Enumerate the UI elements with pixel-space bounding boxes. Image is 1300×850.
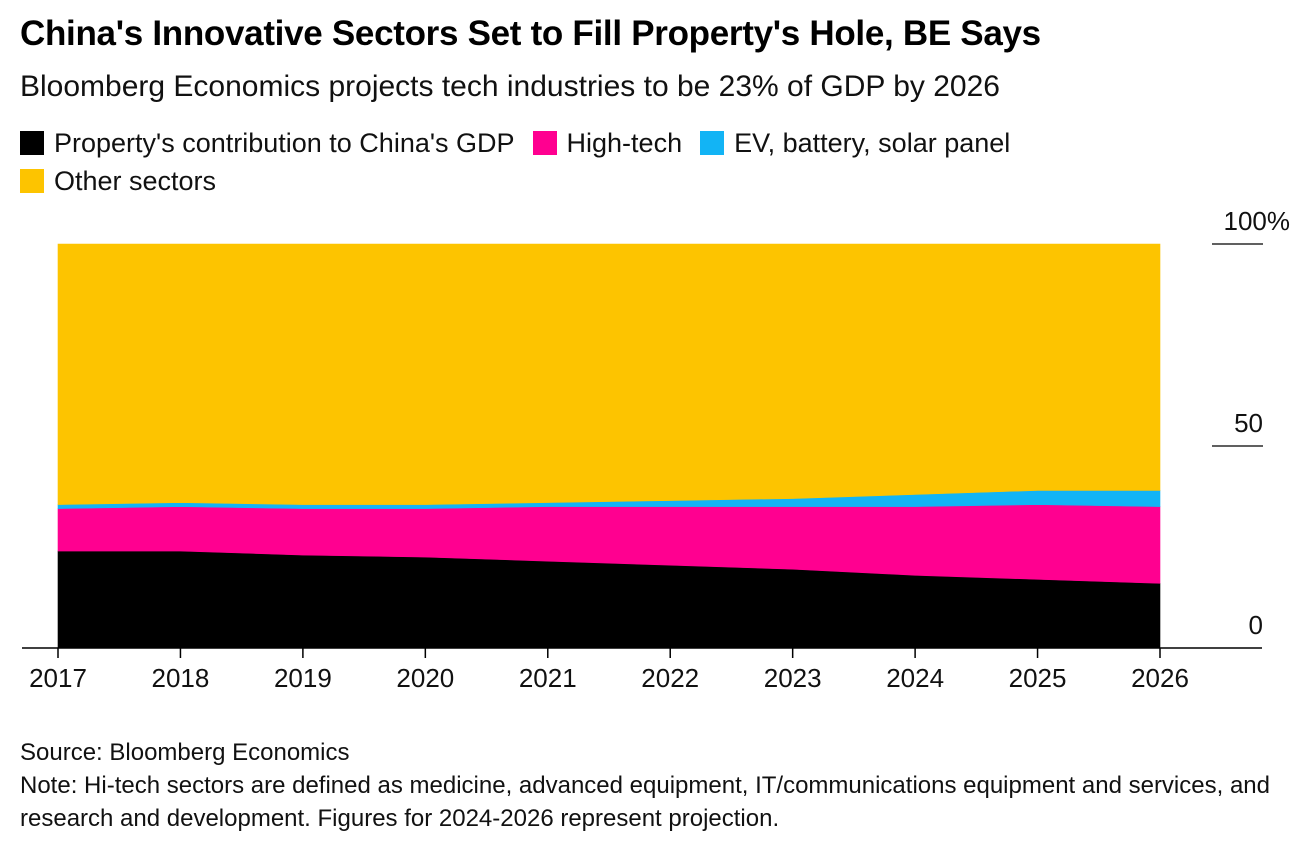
source-note: Source: Bloomberg Economics [20,739,350,766]
legend-item-property: Property's contribution to China's GDP [20,128,515,159]
footnote: Note: Hi-tech sectors are defined as med… [20,772,1270,832]
legend-label-other: Other sectors [54,165,217,196]
x-tick-label: 2022 [641,663,699,693]
y-tick-label: 0 [1249,610,1263,640]
legend-swatch-hightech [532,131,557,155]
y-tick-label: 100% [1224,206,1291,236]
chart-subtitle: Bloomberg Economics projects tech indust… [20,70,1000,103]
area-series-other [57,243,1161,505]
x-tick-label: 2018 [152,663,210,693]
legend-item-other: Other sectors [20,166,216,197]
x-tick-label: 2019 [274,663,332,693]
legend-swatch-property [20,131,44,155]
x-tick-label: 2020 [396,663,454,693]
x-tick-label: 2024 [886,663,944,693]
x-tick-label: 2021 [519,663,577,693]
x-tick-label: 2017 [29,663,87,693]
x-tick-label: 2025 [1009,663,1067,693]
x-tick-label: 2026 [1131,663,1189,693]
legend: Property's contribution to China's GDP H… [20,124,1260,200]
legend-swatch-ev [700,131,725,155]
y-tick-label: 50 [1234,408,1263,438]
legend-label-ev: EV, battery, solar panel [734,127,1011,158]
legend-label-hightech: High-tech [566,127,683,158]
legend-swatch-other [20,169,44,193]
x-tick-label: 2023 [764,663,822,693]
stacked-area-chart: 2017 2018 2019 2020 2021 2022 2023 2024 2025 2026… [22,206,1291,693]
chart-title: China's Innovative Sectors Set to Fill P… [20,14,1041,53]
legend-item-hightech: High-tech [532,127,683,159]
legend-label-property: Property's contribution to China's GDP [54,127,515,158]
legend-item-ev: EV, battery, solar panel [700,128,1010,159]
